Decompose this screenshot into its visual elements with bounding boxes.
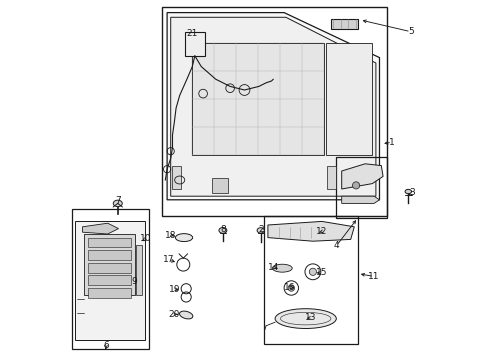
Text: 5: 5 — [407, 27, 413, 36]
Text: 13: 13 — [305, 313, 316, 323]
Ellipse shape — [113, 200, 122, 207]
Ellipse shape — [272, 264, 292, 272]
Circle shape — [287, 285, 294, 291]
Circle shape — [352, 182, 359, 189]
Bar — [185, 32, 204, 56]
Text: 6: 6 — [103, 341, 108, 350]
Text: 18: 18 — [164, 231, 176, 240]
Bar — [325, 43, 371, 155]
Bar — [212, 178, 228, 193]
Polygon shape — [170, 17, 375, 196]
Bar — [72, 209, 149, 349]
Text: 11: 11 — [367, 272, 379, 281]
Text: 7: 7 — [115, 197, 121, 205]
Bar — [171, 166, 181, 189]
Text: 21: 21 — [186, 29, 198, 38]
Ellipse shape — [404, 189, 411, 194]
Bar — [88, 288, 131, 298]
Bar — [88, 275, 131, 285]
Text: 8: 8 — [220, 225, 225, 234]
Bar — [84, 234, 134, 295]
Text: 10: 10 — [140, 234, 151, 243]
Text: 3: 3 — [408, 188, 414, 197]
Text: 4: 4 — [333, 242, 338, 251]
Text: 1: 1 — [388, 138, 394, 147]
Bar — [88, 238, 131, 247]
Bar — [88, 250, 131, 260]
Polygon shape — [341, 196, 379, 203]
Polygon shape — [82, 223, 118, 234]
Bar — [162, 7, 386, 216]
Ellipse shape — [257, 228, 264, 233]
Text: 20: 20 — [168, 310, 180, 319]
Bar — [136, 245, 142, 295]
Bar — [192, 43, 323, 155]
Text: 16: 16 — [283, 283, 295, 292]
Ellipse shape — [275, 309, 336, 329]
Polygon shape — [167, 13, 379, 200]
Ellipse shape — [179, 311, 192, 319]
Bar — [336, 157, 386, 218]
Circle shape — [309, 268, 316, 275]
Bar — [88, 263, 131, 273]
Bar — [326, 166, 336, 189]
Text: 2: 2 — [257, 225, 263, 234]
Text: 15: 15 — [316, 269, 327, 277]
Polygon shape — [341, 164, 382, 189]
Polygon shape — [75, 221, 145, 340]
Polygon shape — [267, 221, 354, 241]
Ellipse shape — [219, 228, 226, 233]
Bar — [330, 19, 357, 29]
Bar — [264, 216, 357, 344]
Text: 17: 17 — [163, 256, 174, 264]
Ellipse shape — [175, 234, 192, 242]
Text: 9: 9 — [132, 277, 137, 287]
Text: 19: 19 — [168, 285, 180, 294]
Text: 14: 14 — [267, 263, 279, 272]
Text: 12: 12 — [316, 227, 327, 236]
